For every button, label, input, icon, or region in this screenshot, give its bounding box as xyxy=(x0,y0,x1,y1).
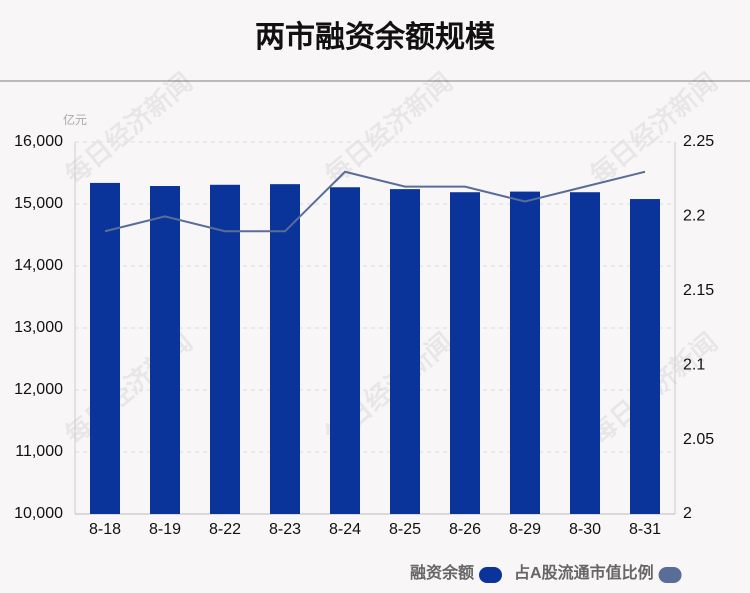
y2-tick-label: 2.05 xyxy=(683,431,714,448)
bar xyxy=(570,192,600,514)
y-tick-label: 12,000 xyxy=(14,381,63,398)
bar xyxy=(210,184,240,514)
x-tick-label: 8-26 xyxy=(449,521,481,538)
y2-tick-label: 2.2 xyxy=(683,208,705,225)
x-tick-label: 8-23 xyxy=(269,521,301,538)
y-tick-label: 10,000 xyxy=(14,505,63,522)
legend-label: 占A股流通市值比例 xyxy=(514,563,654,582)
x-tick-label: 8-22 xyxy=(209,521,241,538)
y-tick-label: 16,000 xyxy=(14,133,63,150)
x-tick-label: 8-19 xyxy=(149,521,181,538)
y2-tick-label: 2.1 xyxy=(683,356,705,373)
x-tick-label: 8-24 xyxy=(329,521,361,538)
bar xyxy=(630,199,660,515)
y-tick-label: 14,000 xyxy=(14,257,63,274)
x-tick-label: 8-30 xyxy=(569,521,601,538)
bar xyxy=(330,187,360,514)
legend-label: 融资余额 xyxy=(410,563,474,582)
line xyxy=(104,170,646,233)
x-tick-label: 8-29 xyxy=(509,521,541,538)
y-tick-label: 11,000 xyxy=(15,443,63,460)
x-tick-label: 8-25 xyxy=(389,521,421,538)
bar xyxy=(270,184,300,514)
legend-swatch xyxy=(658,567,682,583)
bar xyxy=(90,182,120,515)
bar xyxy=(390,189,420,514)
y-tick-label: 15,000 xyxy=(14,195,63,212)
x-tick-label: 8-18 xyxy=(89,521,121,538)
y-unit: 亿元 xyxy=(63,112,87,127)
bar xyxy=(450,192,480,514)
y2-tick-label: 2.25 xyxy=(683,133,714,150)
y2-tick-label: 2 xyxy=(683,505,692,522)
legend-swatch xyxy=(479,567,503,583)
y2-tick-label: 2.15 xyxy=(683,282,714,299)
x-tick-label: 8-31 xyxy=(629,521,661,538)
y-tick-label: 13,000 xyxy=(14,319,63,336)
bar xyxy=(150,186,180,514)
chart-title: 两市融资余额规模 xyxy=(255,20,495,54)
bar xyxy=(510,191,540,514)
